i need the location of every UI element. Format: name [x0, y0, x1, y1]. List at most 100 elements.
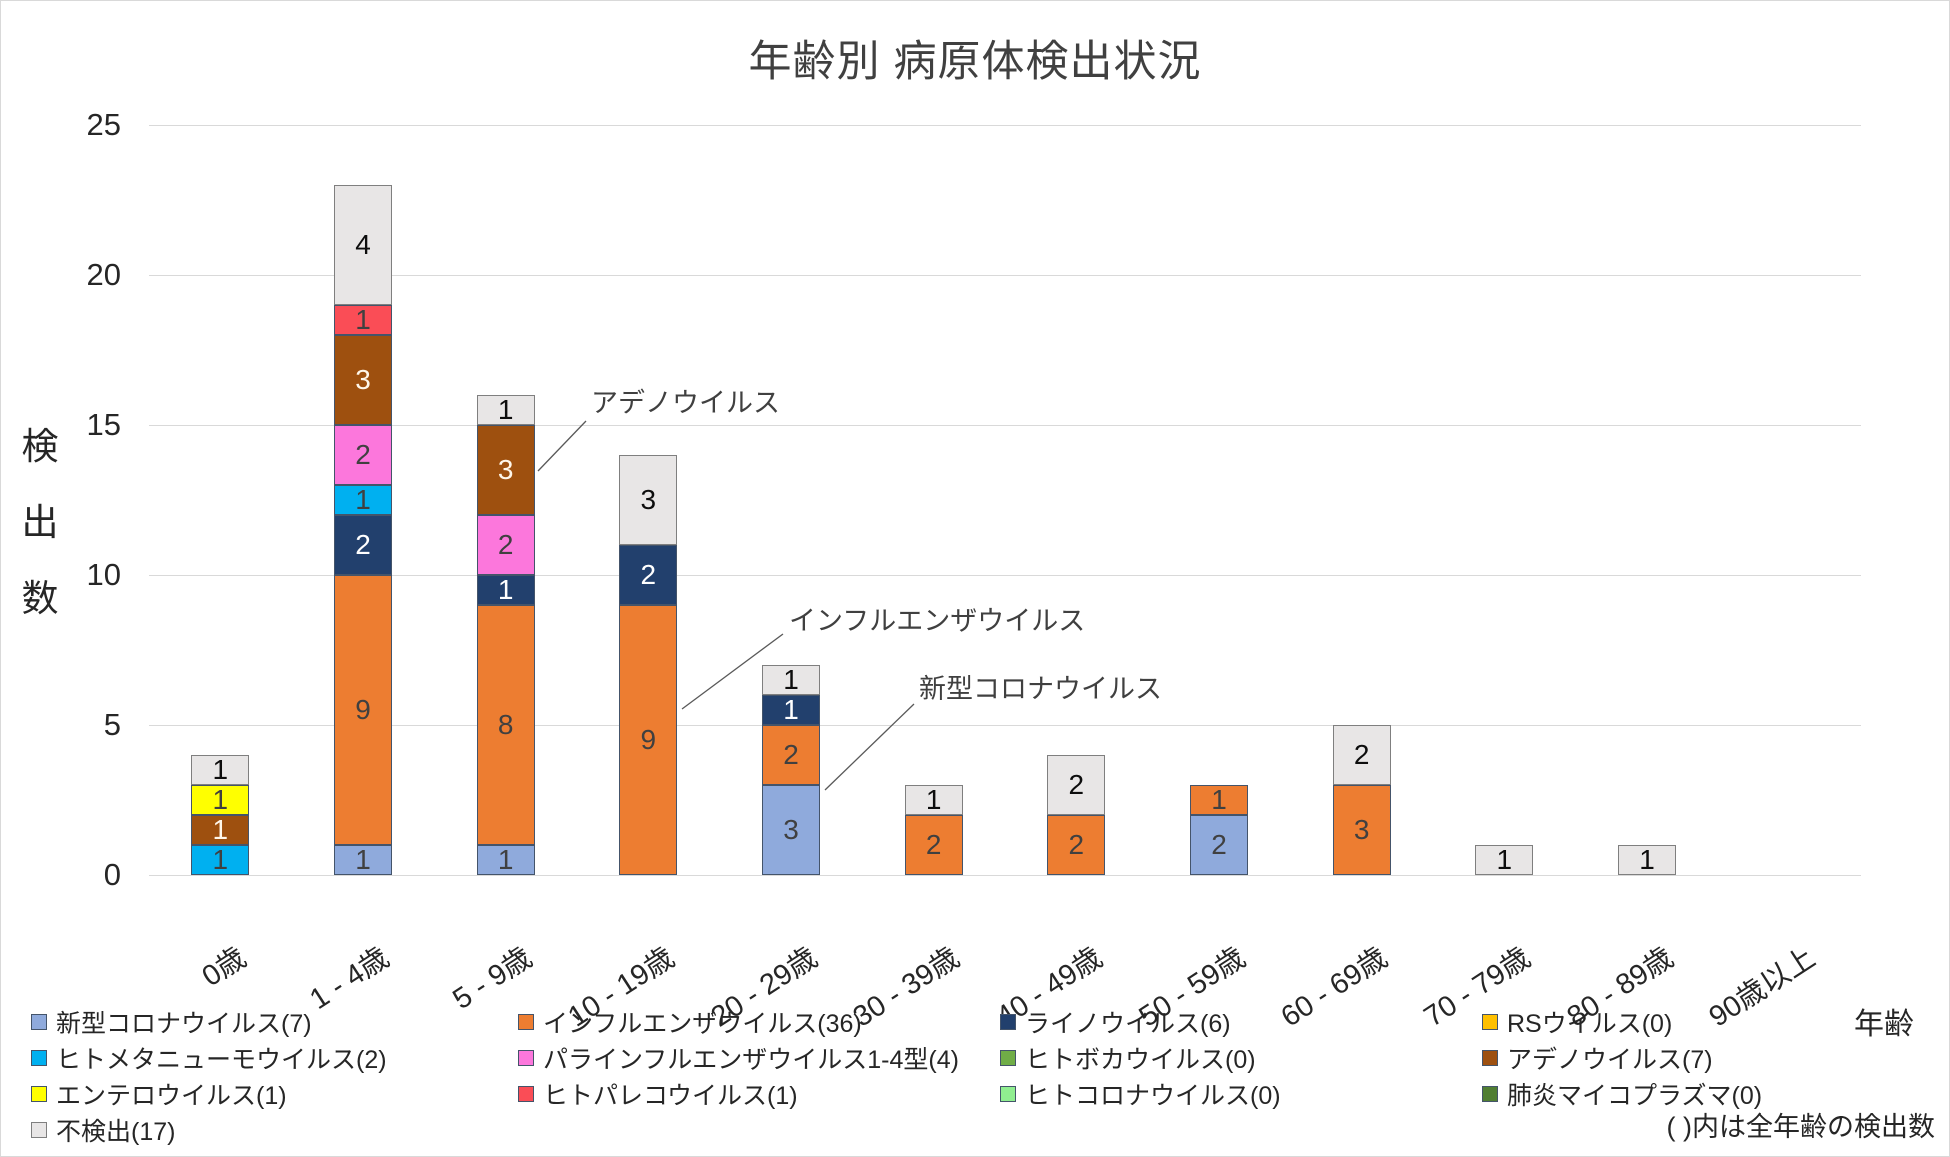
legend-item: ヒトパレコウイルス(1) — [518, 1079, 798, 1110]
segment-value-label: 2 — [640, 559, 657, 590]
segment-value-label: 2 — [925, 829, 942, 860]
bar-segment: 3 — [762, 785, 820, 875]
bar-segment: 2 — [334, 515, 392, 575]
legend-item: ヒトボカウイルス(0) — [1000, 1043, 1256, 1074]
bar-segment: 1 — [191, 844, 250, 875]
bar-segment: 1 — [334, 484, 392, 515]
gridline — [149, 875, 1861, 876]
legend-item: ヒトコロナウイルス(0) — [1000, 1079, 1281, 1110]
bar-segment: 9 — [619, 605, 678, 875]
segment-value-label: 1 — [1639, 844, 1655, 875]
segment-value-label: 1 — [212, 754, 229, 785]
segment-value-label: 1 — [783, 664, 799, 695]
segment-value-label: 4 — [355, 229, 371, 260]
bar-segment: 2 — [1047, 755, 1106, 815]
annotation-text: アデノウイルス — [591, 388, 780, 418]
bar-segment: 2 — [334, 425, 392, 485]
legend-swatch — [31, 1122, 47, 1138]
segment-value-label: 3 — [497, 454, 514, 485]
legend-item: エンテロウイルス(1) — [31, 1079, 287, 1110]
bar-segment: 1 — [762, 694, 820, 725]
y-tick-label: 15 — [86, 407, 121, 442]
legend-item: 新型コロナウイルス(7) — [31, 1007, 312, 1038]
gridline — [149, 425, 1861, 426]
x-axis-label: 1 - 4歳 — [304, 941, 395, 1016]
bar-segment: 1 — [762, 664, 820, 695]
bar-segment: 1 — [1618, 844, 1676, 875]
bar-segment: 1 — [1475, 844, 1534, 875]
legend-swatch — [31, 1050, 47, 1066]
bar-segment: 1 — [334, 304, 392, 335]
segment-value-label: 3 — [355, 364, 371, 395]
legend-swatch — [1000, 1014, 1016, 1030]
gridline — [149, 725, 1861, 726]
legend-label: ヒトコロナウイルス(0) — [1025, 1082, 1281, 1110]
segment-value-label: 8 — [497, 709, 514, 740]
legend-swatch — [518, 1086, 534, 1102]
annotation-line — [537, 420, 587, 472]
legend-label: エンテロウイルス(1) — [56, 1082, 287, 1110]
bar-segment: 1 — [334, 844, 392, 875]
legend-item: ヒトメタニューモウイルス(2) — [31, 1043, 387, 1074]
legend-item: RSウイルス(0) — [1482, 1007, 1673, 1038]
bar-segment: 1 — [476, 394, 535, 425]
legend-item: 不検出(17) — [31, 1115, 175, 1146]
segment-value-label: 2 — [355, 439, 371, 470]
bar-segment: 1 — [1190, 784, 1248, 815]
legend-swatch — [1000, 1086, 1016, 1102]
y-tick-label: 0 — [103, 857, 121, 892]
segment-value-label: 1 — [497, 394, 514, 425]
y-tick-label: 5 — [103, 707, 121, 742]
gridline — [149, 575, 1861, 576]
legend-swatch — [1482, 1086, 1498, 1102]
legend-note: ( )内は全年齢の検出数 — [1666, 1112, 1935, 1142]
segment-value-label: 2 — [355, 529, 371, 560]
x-axis-label: 90歳以上 — [1704, 941, 1822, 1034]
y-axis-title-char: 数 — [21, 578, 59, 619]
bar-segment: 1 — [476, 574, 535, 605]
bar-segment: 8 — [476, 605, 535, 845]
legend-label: アデノウイルス(7) — [1507, 1046, 1713, 1074]
segment-value-label: 1 — [1211, 784, 1227, 815]
legend-item: 肺炎マイコプラズマ(0) — [1482, 1079, 1763, 1110]
y-tick-label: 10 — [86, 557, 121, 592]
bar-segment: 2 — [1332, 725, 1391, 785]
legend-label: パラインフルエンザウイルス1-4型(4) — [543, 1046, 959, 1074]
legend-swatch — [31, 1086, 47, 1102]
bar-segment: 1 — [191, 814, 250, 845]
legend-label: ヒトボカウイルス(0) — [1025, 1046, 1256, 1074]
legend-swatch — [1000, 1050, 1016, 1066]
segment-value-label: 1 — [497, 574, 514, 605]
bar-segment: 2 — [762, 725, 820, 785]
legend-swatch — [31, 1014, 47, 1030]
segment-value-label: 2 — [1353, 739, 1370, 770]
annotation-text: 新型コロナウイルス — [919, 674, 1162, 704]
annotation-text: インフルエンザウイルス — [789, 606, 1086, 636]
legend-label: ライノウイルス(6) — [1025, 1010, 1231, 1038]
segment-value-label: 1 — [355, 304, 371, 335]
segment-value-label: 1 — [1496, 844, 1513, 875]
y-tick-label: 25 — [86, 107, 121, 142]
segment-value-label: 2 — [497, 529, 514, 560]
segment-value-label: 1 — [497, 844, 514, 875]
segment-value-label: 9 — [355, 694, 371, 725]
segment-value-label: 1 — [783, 694, 799, 725]
bar-segment: 1 — [476, 844, 535, 875]
segment-value-label: 3 — [1353, 814, 1370, 845]
bar-segment: 2 — [619, 545, 678, 605]
x-axis-label: 30 - 39歳 — [847, 941, 966, 1034]
legend-label: ヒトパレコウイルス(1) — [543, 1082, 798, 1110]
legend-item: アデノウイルス(7) — [1482, 1043, 1713, 1074]
legend-item: インフルエンザウイルス(36) — [518, 1007, 862, 1038]
legend-label: 肺炎マイコプラズマ(0) — [1507, 1082, 1763, 1110]
x-axis-label: 5 - 9歳 — [447, 941, 538, 1016]
segment-value-label: 1 — [355, 484, 371, 515]
bar-segment: 3 — [334, 335, 392, 425]
segment-value-label: 1 — [925, 784, 942, 815]
bar-segment: 1 — [904, 784, 963, 815]
legend-item: ライノウイルス(6) — [1000, 1007, 1231, 1038]
legend-label: RSウイルス(0) — [1507, 1010, 1673, 1038]
segment-value-label: 3 — [640, 484, 657, 515]
segment-value-label: 2 — [1211, 829, 1227, 860]
